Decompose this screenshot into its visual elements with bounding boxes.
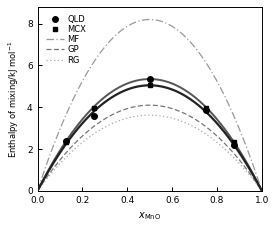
Legend: QLD, MCX, MF, GP, RG: QLD, MCX, MF, GP, RG (44, 13, 88, 66)
Y-axis label: Enthalpy of mixing/kJ mol$^{-1}$: Enthalpy of mixing/kJ mol$^{-1}$ (7, 40, 21, 158)
X-axis label: $x_{\mathrm{MnO}}$: $x_{\mathrm{MnO}}$ (138, 210, 161, 222)
